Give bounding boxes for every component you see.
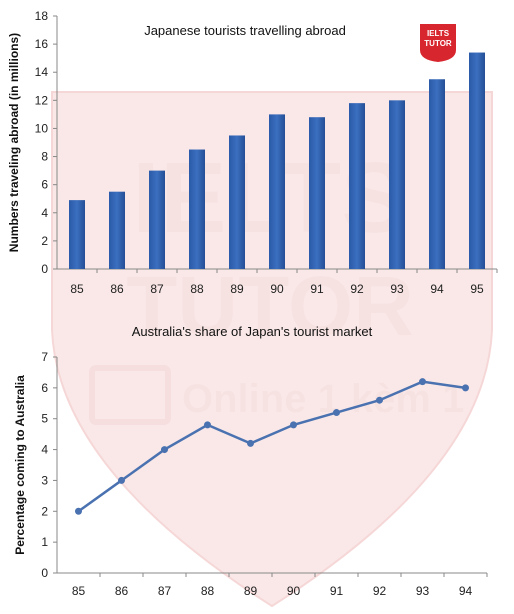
point-93 [419, 378, 426, 386]
y-tick-label: 12 [35, 93, 49, 107]
x-tick-label: 88 [190, 282, 204, 296]
y-tick-label: 6 [41, 381, 48, 395]
bar-88 [189, 149, 205, 269]
y-tick-label: 16 [35, 37, 49, 51]
y-tick-label: 0 [41, 566, 48, 580]
y-tick-label: 3 [41, 473, 48, 487]
x-tick-label: 89 [230, 282, 244, 296]
point-94 [462, 384, 469, 392]
y-tick-label: 2 [41, 234, 48, 248]
point-86 [118, 476, 125, 484]
x-tick-label: 90 [287, 584, 301, 598]
y-tick-label: 8 [41, 150, 48, 164]
logo-line1: IELTS [427, 29, 450, 38]
x-tick-label: 88 [201, 584, 215, 598]
y-tick-label: 4 [41, 206, 48, 220]
y-tick-label: 6 [41, 178, 48, 192]
point-88 [204, 421, 211, 429]
x-tick-label: 85 [72, 584, 86, 598]
x-tick-label: 91 [310, 282, 324, 296]
point-91 [333, 409, 340, 417]
y-tick-label: 14 [35, 65, 49, 79]
bar-90 [269, 114, 285, 269]
y-tick-label: 1 [41, 535, 48, 549]
y-tick-label: 18 [35, 9, 49, 23]
bar-87 [149, 170, 165, 269]
series-line [77, 380, 466, 513]
x-tick-label: 86 [110, 282, 124, 296]
bar-93 [389, 100, 405, 269]
x-tick-label: 86 [115, 584, 129, 598]
y-tick-label: 0 [41, 262, 48, 276]
point-87 [161, 446, 168, 454]
watermark-line2: TUTOR [126, 259, 414, 353]
point-90 [290, 421, 297, 429]
line-chart-australia-share: 0 1 2 3 4 5 6 7 Australia's share of Japan's tou… [13, 324, 488, 598]
x-tick-label: 93 [416, 584, 430, 598]
point-89 [247, 439, 254, 447]
ielts-tutor-logo: IELTS TUTOR [420, 24, 456, 62]
bar-92 [349, 103, 365, 270]
bar-95 [469, 52, 485, 269]
chart-title: Australia's share of Japan's tourist mar… [132, 324, 373, 339]
point-85 [75, 507, 82, 515]
x-tick-label: 95 [470, 282, 484, 296]
bar-86 [109, 191, 125, 269]
x-tick-label: 94 [430, 282, 444, 296]
y-tick-label: 2 [41, 504, 48, 518]
y-tick-label: 10 [35, 121, 49, 135]
y-axis-label: Numbers traveling abroad (in millions) [7, 33, 21, 252]
x-tick-label: 85 [70, 282, 84, 296]
y-tick-label: 5 [41, 412, 48, 426]
bar-89 [229, 135, 245, 269]
y-tick-label: 4 [41, 443, 48, 457]
bar-91 [309, 117, 325, 269]
x-tick-label: 87 [158, 584, 172, 598]
x-tick-label: 89 [244, 584, 258, 598]
bar-94 [429, 79, 445, 269]
y-tick-label: 7 [41, 350, 48, 364]
chart-title: Japanese tourists travelling abroad [144, 23, 346, 38]
x-tick-label: 91 [330, 584, 344, 598]
x-tick-label: 87 [150, 282, 164, 296]
bar-chart-japanese-tourists: 0 2 4 6 8 10 12 14 16 18 Japanese tourists travell… [7, 9, 498, 296]
logo-line2: TUTOR [424, 39, 452, 48]
x-tick-label: 92 [373, 584, 387, 598]
y-axis-label: Percentage coming to Australia [13, 375, 27, 555]
x-tick-label: 93 [390, 282, 404, 296]
x-tick-label: 92 [350, 282, 364, 296]
x-tick-label: 90 [270, 282, 284, 296]
point-92 [376, 396, 383, 404]
x-tick-label: 94 [459, 584, 473, 598]
bar-85 [69, 200, 85, 269]
